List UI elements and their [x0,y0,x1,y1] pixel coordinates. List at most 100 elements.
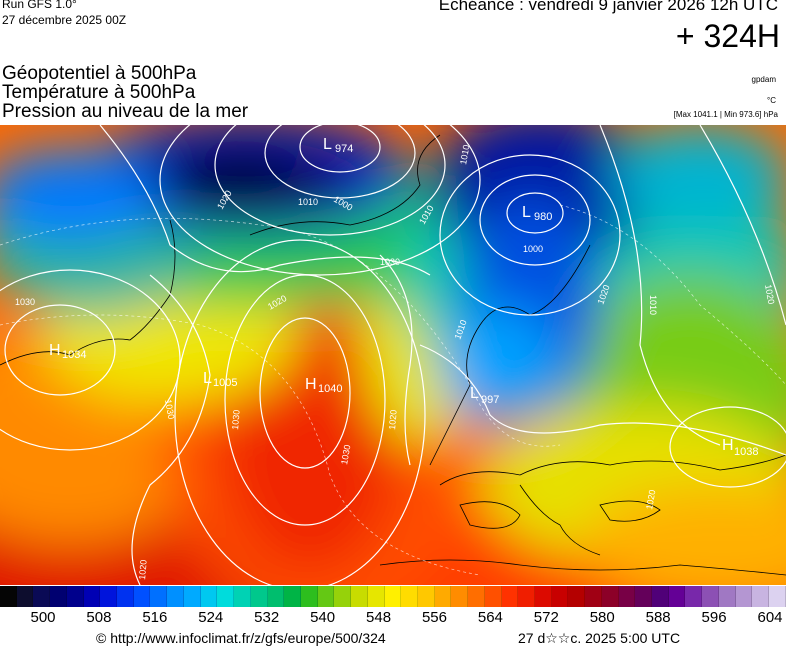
colorbar-swatch [568,586,586,607]
colorbar-swatch [585,586,602,607]
colorbar-tick-label: 580 [589,609,615,626]
colorbar-tick-label: 588 [645,609,671,626]
isobar-label: 1010 [458,144,471,165]
colorbar-swatch [551,586,569,607]
colorbar-swatch [334,586,352,607]
isobar-label: 1030 [380,257,400,267]
colorbar-swatch [601,586,619,607]
param-temperature: Température à 500hPa [2,82,196,103]
isobar-label: 1020 [763,284,776,305]
colorbar-swatch [501,586,519,607]
colorbar-tick-label: 532 [254,609,280,626]
colorbar-swatch [234,586,251,607]
colorbar-swatch [685,586,703,607]
colorbar-swatch [66,586,84,607]
pressure-center-letter: H [49,342,61,359]
isotherms [0,204,786,576]
colorbar-tick-label: 524 [198,609,224,626]
run-title: Run GFS 1.0° [2,0,77,11]
colorbar-swatch [267,586,285,607]
run-date: 27 décembre 2025 00Z [2,13,127,27]
colorbar-tick-label: 564 [477,609,503,626]
pressure-center-value: 974 [335,143,353,155]
colorbar-swatch [417,586,435,607]
pressure-center-value: 997 [481,394,499,406]
unit-geopotential: gpdam [751,75,776,84]
colorbar-swatch [0,586,17,607]
colorbar-swatch [635,586,653,607]
colorbar-tick-label: 556 [421,609,447,626]
colorbar-swatch [100,586,118,607]
pressure-center-letter: L [323,136,332,153]
colorbar-swatch [384,586,402,607]
colorbar [0,586,786,607]
colorbar-swatch [618,586,636,607]
colorbar-swatch [16,586,34,607]
isobar-label: 1030 [15,297,35,307]
pressure-center-value: 980 [534,211,552,223]
colorbar-swatch [33,586,51,607]
colorbar-ticks: 500 508 516 524 532 540 548 556 564 572 580 588 596 6… [0,609,786,629]
param-pressure: Pression au niveau de la mer [2,101,249,122]
forecast-valid-time: Echéance : vendredi 9 janvier 2026 12h U… [438,0,778,14]
colorbar-swatch [300,586,318,607]
colorbar-swatch [351,586,368,607]
pressure-center-letter: L [203,370,212,387]
colorbar-swatch [183,586,201,607]
isobar-label: 1000 [523,244,543,254]
colorbar-swatch [468,586,485,607]
colorbar-swatch [451,586,469,607]
isobar-label: 1020 [387,409,399,430]
pressure-range: [Max 1041.1 | Min 973.6] hPa [673,110,778,119]
colorbar-swatch [769,586,786,607]
colorbar-swatch [434,586,452,607]
colorbar-swatch [133,586,151,607]
colorbar-swatch [668,586,686,607]
colorbar-swatch [518,586,535,607]
weather-map: L 974 L 980 H 1040 L 1005 L 997 H 1034 H… [0,125,786,585]
pressure-center-value: 1038 [734,446,758,458]
colorbar-swatch [535,586,552,607]
colorbar-swatch [50,586,67,607]
colorbar-swatch [652,586,669,607]
isobar-label: 1020 [137,559,149,580]
colorbar-swatch [735,586,753,607]
colorbar-tick-label: 540 [310,609,336,626]
colorbar-tick-label: 604 [757,609,783,626]
param-geopotential: Géopotentiel à 500hPa [2,63,197,84]
colorbar-swatch [401,586,418,607]
colorbar-tick-label: 548 [366,609,392,626]
colorbar-swatch [167,586,184,607]
colorbar-swatch [83,586,101,607]
pressure-center-letter: H [305,376,317,393]
colorbar-swatch [484,586,502,607]
isobar-label: 1030 [230,409,242,430]
pressure-center-value: 1040 [318,383,342,395]
geopotential-field [0,125,786,585]
colorbar-swatch [367,586,385,607]
isobars [0,125,786,585]
colorbar-swatch [200,586,218,607]
pressure-center-value: 1005 [213,377,237,389]
colorbar-swatch [117,586,134,607]
colorbar-swatch [752,586,770,607]
unit-temperature: °C [767,96,776,105]
pressure-center-letter: L [522,204,531,221]
pressure-center-letter: H [722,437,734,454]
lead-time: + 324H [675,18,780,54]
colorbar-swatch [150,586,168,607]
colorbar-tick-label: 508 [86,609,112,626]
isobar-label: 1010 [648,295,658,315]
colorbar-tick-label: 596 [701,609,727,626]
colorbar-swatch [284,586,301,607]
colorbar-swatch [718,586,736,607]
generated-timestamp: 27 d☆☆c. 2025 5:00 UTC [518,630,681,646]
copyright: © http://www.infoclimat.fr/z/gfs/europe/… [96,630,386,646]
colorbar-swatch [317,586,335,607]
isobar-label: 1010 [298,197,318,207]
isobar-label: 1030 [339,444,352,465]
colorbar-swatch [702,586,719,607]
coastlines [0,134,786,576]
isobar-label: 1020 [644,489,657,510]
isobar-label: 1030 [163,399,176,420]
